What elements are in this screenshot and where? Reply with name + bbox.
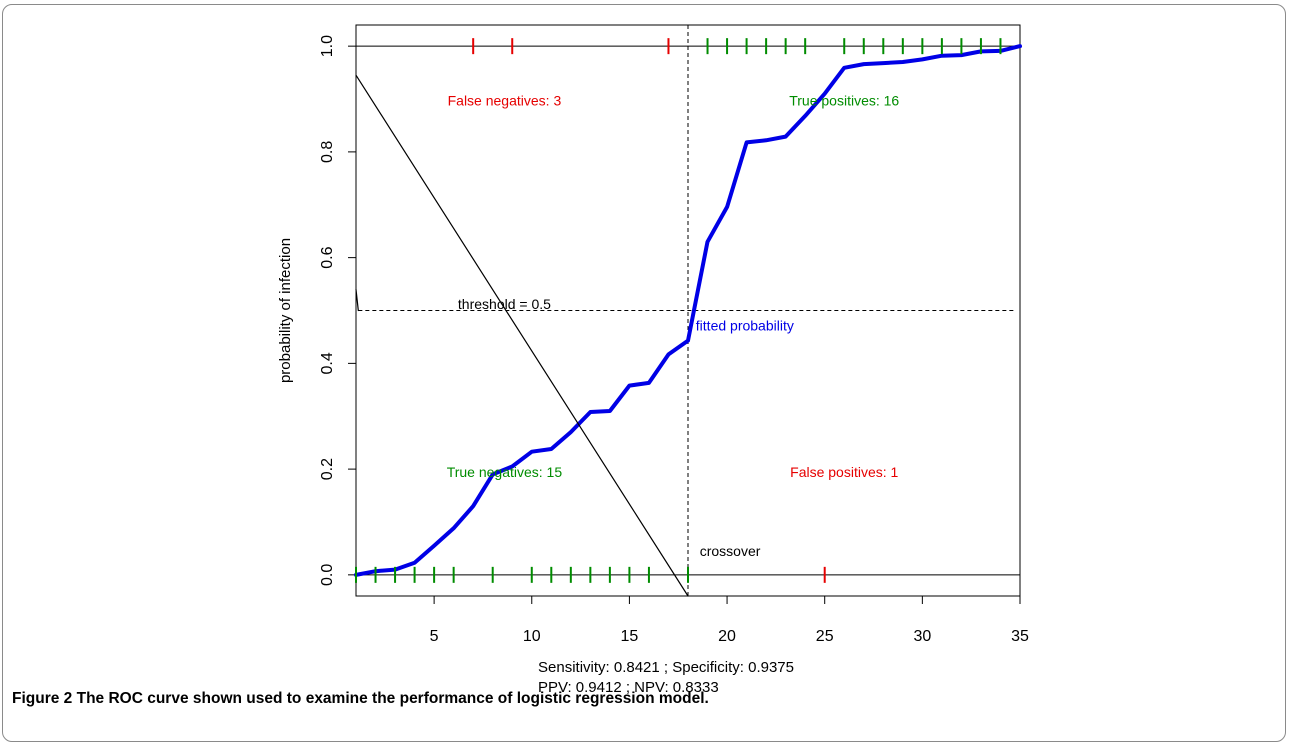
label-true-negatives: True negatives: 15 [447, 464, 563, 480]
rug-marks [355, 38, 1002, 583]
x-tick-label: 15 [621, 628, 639, 645]
label-false-positives: False positives: 1 [790, 464, 898, 480]
y-tick-label: 1.0 [319, 35, 336, 57]
y-tick-label: 0.0 [319, 564, 336, 586]
x-tick-label: 20 [718, 628, 736, 645]
label-crossover-label: crossover [700, 543, 761, 559]
chart-lines [354, 25, 1022, 597]
figure-caption-text: The ROC curve shown used to examine the … [76, 690, 709, 707]
series-fitted [354, 44, 1022, 577]
label-false-negatives: False negatives: 3 [448, 93, 562, 109]
y-axis-label: probability of infection [277, 238, 294, 383]
label-threshold-label: threshold = 0.5 [458, 296, 551, 312]
label-true-positives: True positives: 16 [789, 93, 899, 109]
y-tick-label: 0.2 [319, 458, 336, 480]
y-tick-label: 0.8 [319, 141, 336, 163]
x-tick-label: 35 [1011, 628, 1029, 645]
series-roc-diagonal [355, 74, 689, 597]
x-tick-label: 5 [430, 628, 439, 645]
metrics-line-2: PPV: 0.9412 ; NPV: 0.8333 [538, 679, 719, 696]
figure-frame [2, 4, 1286, 742]
figure-label: Figure 2 [12, 690, 73, 707]
annotations: False negatives: 3 True positives: 16 thre… [447, 93, 900, 559]
label-fitted-label: fitted probability [696, 317, 794, 333]
x-tick-label: 10 [523, 628, 541, 645]
metrics-line-1: Sensitivity: 0.8421 ; Specificity: 0.937… [538, 659, 794, 676]
x-tick-label: 30 [913, 628, 931, 645]
series-threshold-hook [355, 288, 359, 312]
y-tick-label: 0.6 [319, 246, 336, 268]
axes: 5 10 15 20 25 30 35 0.0 0.2 0.4 0.6 0.8 1.0 [319, 35, 1029, 645]
y-tick-label: 0.4 [319, 352, 336, 374]
figure-caption: Figure 2 The ROC curve shown used to exa… [12, 690, 709, 708]
x-tick-label: 25 [816, 628, 834, 645]
